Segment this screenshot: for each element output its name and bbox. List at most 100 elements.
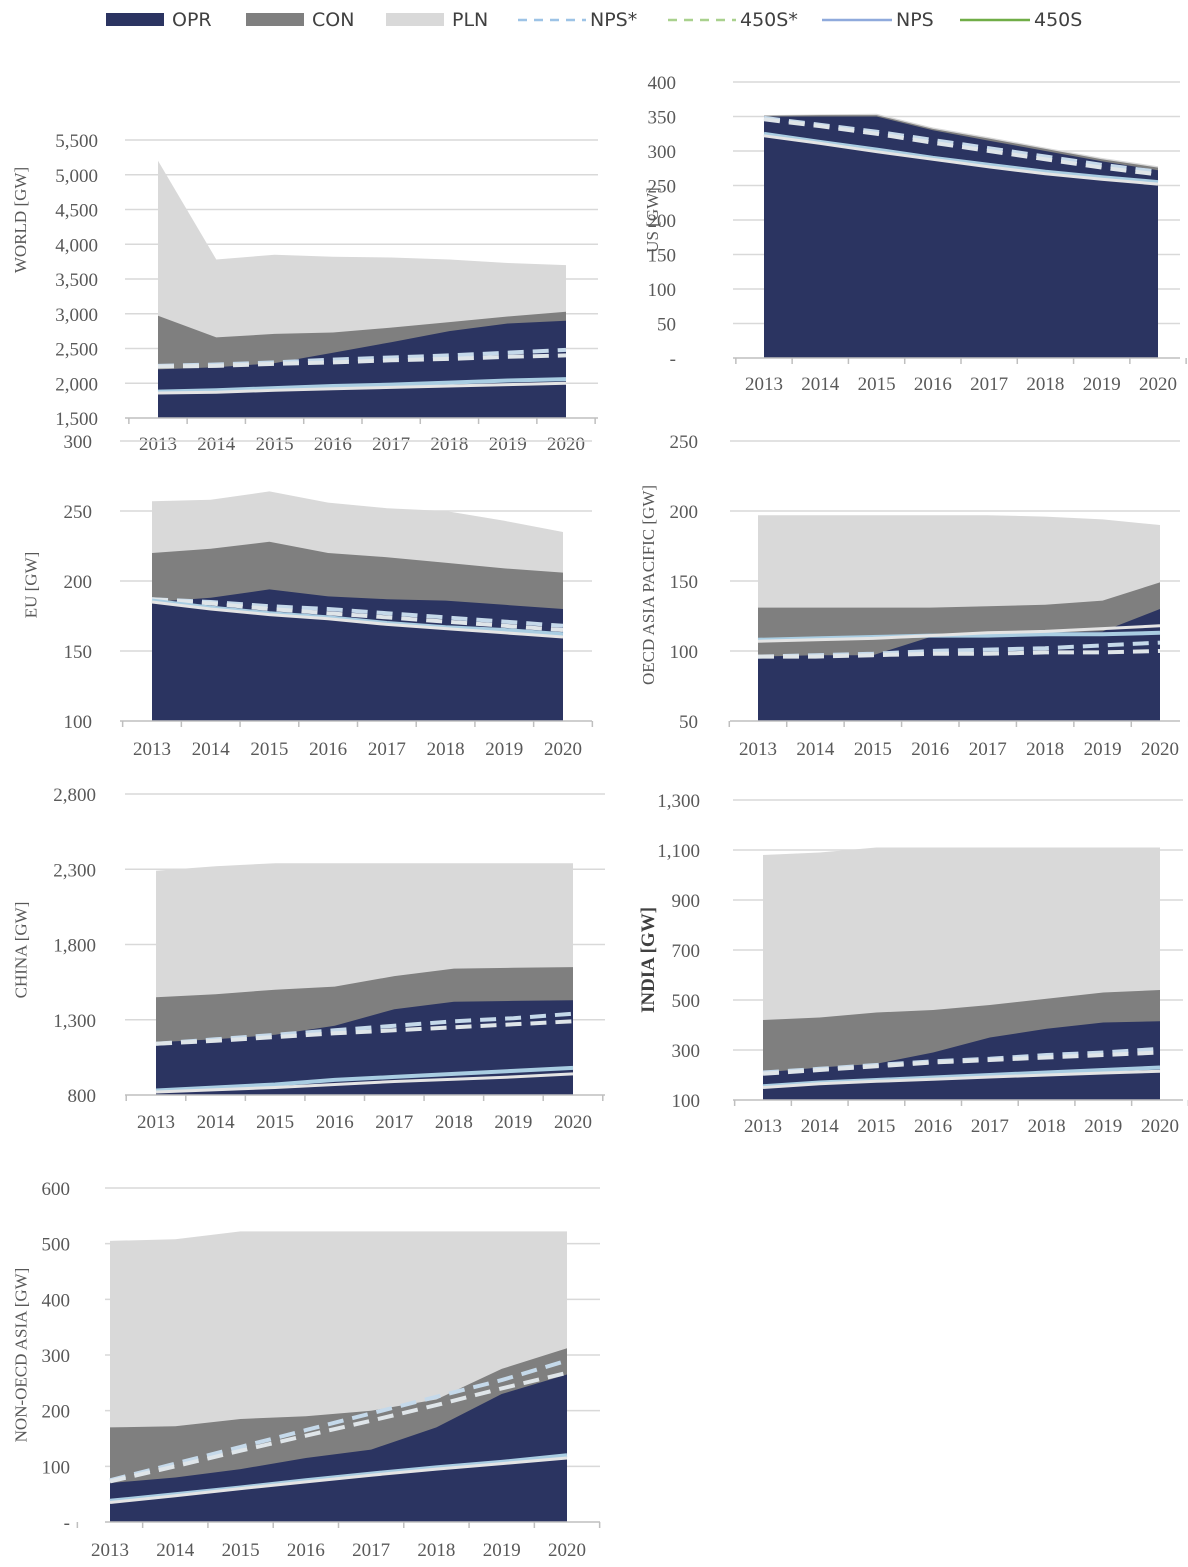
series-area-opr bbox=[158, 320, 566, 418]
y-tick-label: 50 bbox=[657, 315, 676, 336]
y-tick-label: - bbox=[64, 1513, 70, 1534]
y-tick-label: 5,000 bbox=[55, 166, 98, 187]
series-line-450s bbox=[757, 624, 1161, 643]
non-oecd-asia-chart-svg: - 100 200 300 400 500 600 2013 2014 2015 2016 2017 2… bbox=[42, 1179, 601, 1561]
y-tick-label: 200 bbox=[648, 211, 677, 232]
y-tick-label: 2,800 bbox=[53, 785, 96, 806]
series-line-nps-star bbox=[151, 597, 564, 628]
x-tick-label: 2017 bbox=[375, 1112, 413, 1133]
x-tick-label: 2013 bbox=[139, 434, 177, 455]
y-tick-label: 400 bbox=[648, 73, 677, 94]
x-tick-label: 2019 bbox=[1084, 1116, 1122, 1137]
x-tick-label: 2018 bbox=[427, 739, 465, 760]
legend-label-opr: OPR bbox=[172, 9, 212, 31]
legend-label-pln: PLN bbox=[452, 9, 489, 31]
panel-china: CHINA [GW] 800 1,300 1,800 2,300 2,800 2013 20… bbox=[0, 780, 610, 1150]
x-tick-label: 2014 bbox=[197, 434, 236, 455]
x-tick-label: 2020 bbox=[544, 739, 582, 760]
x-tick-label: 2020 bbox=[1141, 739, 1179, 760]
y-tick-label: 2,300 bbox=[53, 860, 96, 881]
y-tick-label: 900 bbox=[672, 891, 701, 912]
legend-label-nps-star: NPS* bbox=[590, 9, 638, 31]
x-tick-label: 2016 bbox=[911, 739, 949, 760]
legend-label-450s: 450S bbox=[1034, 9, 1083, 31]
x-tick-label: 2014 bbox=[192, 739, 231, 760]
y-tick-label: 2,500 bbox=[55, 340, 98, 361]
x-tick-label: 2020 bbox=[1139, 374, 1177, 395]
series-line-nps bbox=[155, 1065, 574, 1093]
y-tick-label: 400 bbox=[42, 1290, 71, 1311]
oecd-asia-pacific-chart-svg: 50 100 150 200 250 2013 2014 2015 2016 2017 2018 20… bbox=[670, 432, 1188, 760]
series-line-nps-star bbox=[155, 1011, 574, 1046]
x-tick-label: 2013 bbox=[739, 739, 777, 760]
y-tick-label: 1,300 bbox=[53, 1011, 96, 1032]
y-tick-label: 600 bbox=[42, 1179, 71, 1200]
y-tick-label: 3,000 bbox=[55, 305, 98, 326]
x-tick-label: 2018 bbox=[435, 1112, 473, 1133]
series-line-450s-star bbox=[109, 1370, 568, 1484]
y-tick-label: 100 bbox=[648, 280, 677, 301]
x-tick-label: 2013 bbox=[133, 739, 171, 760]
x-tick-label: 2015 bbox=[256, 1112, 294, 1133]
series-line-450s-star bbox=[758, 649, 1161, 659]
x-tick-label: 2016 bbox=[914, 1116, 952, 1137]
series-line-nps-star bbox=[763, 115, 1159, 174]
y-tick-label: 300 bbox=[672, 1041, 701, 1062]
series-line-450s-star bbox=[157, 353, 567, 369]
x-tick-label: 2018 bbox=[417, 1540, 455, 1561]
x-tick-label: 2020 bbox=[1141, 1116, 1179, 1137]
x-tick-label: 2017 bbox=[971, 1116, 1009, 1137]
x-tick-label: 2015 bbox=[222, 1540, 260, 1561]
series-line-450s bbox=[155, 1072, 574, 1094]
x-tick-label: 2019 bbox=[485, 739, 523, 760]
legend-swatch-450s-star bbox=[668, 18, 736, 22]
y-tick-label: 250 bbox=[64, 502, 93, 523]
y-tick-label: 1,800 bbox=[53, 936, 96, 957]
series-line-450s bbox=[151, 600, 564, 639]
x-tick-label: 2013 bbox=[745, 374, 783, 395]
y-tick-label: 1,500 bbox=[55, 409, 98, 430]
x-tick-label: 2020 bbox=[548, 1540, 586, 1561]
x-tick-label: 2020 bbox=[554, 1112, 592, 1133]
x-tick-label: 2018 bbox=[1028, 1116, 1066, 1137]
x-tick-label: 2016 bbox=[309, 739, 347, 760]
y-tick-label: 150 bbox=[648, 246, 677, 267]
y-tick-label: 4,500 bbox=[55, 201, 98, 222]
y-tick-label: 350 bbox=[648, 108, 677, 129]
x-tick-label: 2018 bbox=[1026, 374, 1064, 395]
legend-item-nps-star: NPS* bbox=[518, 6, 658, 34]
legend-label-nps: NPS bbox=[896, 9, 934, 31]
series-line-450s-star bbox=[763, 117, 1159, 177]
x-tick-label: 2019 bbox=[489, 434, 527, 455]
series-area-opr bbox=[110, 1374, 567, 1522]
x-tick-label: 2019 bbox=[494, 1112, 532, 1133]
x-tick-label: 2018 bbox=[1026, 739, 1064, 760]
y-tick-label: 2,000 bbox=[55, 374, 98, 395]
panel-non-oecd-asia: NON-OECD ASIA [GW] -100 200 300 400 500 600 20… bbox=[0, 1170, 610, 1567]
series-line-nps-star bbox=[109, 1358, 568, 1483]
legend-item-opr: OPR bbox=[106, 6, 226, 34]
x-tick-label: 2016 bbox=[316, 1112, 354, 1133]
chart-legend: OPR CON PLN NPS* 450S* NPS 450S bbox=[0, 0, 1188, 40]
x-tick-label: 2015 bbox=[256, 434, 294, 455]
panel-india: INDIA [GW] 100 300 500 700 900 1,100 1,300 2013… bbox=[608, 780, 1188, 1150]
legend-swatch-con bbox=[246, 13, 304, 26]
series-line-450s bbox=[109, 1456, 568, 1504]
y-tick-label: 100 bbox=[672, 1091, 701, 1112]
y-tick-label: 250 bbox=[670, 432, 699, 453]
y-tick-label: 200 bbox=[670, 502, 699, 523]
x-tick-label: 2019 bbox=[483, 1540, 521, 1561]
y-tick-label: 200 bbox=[64, 572, 93, 593]
y-tick-label: 100 bbox=[670, 642, 699, 663]
legend-label-450s-star: 450S* bbox=[740, 9, 798, 31]
legend-swatch-pln bbox=[386, 13, 444, 26]
x-tick-label: 2013 bbox=[137, 1112, 175, 1133]
series-line-450s-star bbox=[762, 1050, 1161, 1076]
panel-eu: EU [GW] 100 150 200 250 300 2013 2014 2015 2016 2… bbox=[0, 425, 600, 785]
legend-item-nps: NPS bbox=[822, 6, 952, 34]
legend-item-450s: 450S bbox=[960, 6, 1100, 34]
y-tick-label: 300 bbox=[648, 142, 677, 163]
y-tick-label: 3,500 bbox=[55, 270, 98, 291]
india-chart-svg: 100 300 500 700 900 1,100 1,300 2013 2014 2015 201… bbox=[657, 791, 1188, 1137]
series-line-450s bbox=[157, 381, 567, 395]
